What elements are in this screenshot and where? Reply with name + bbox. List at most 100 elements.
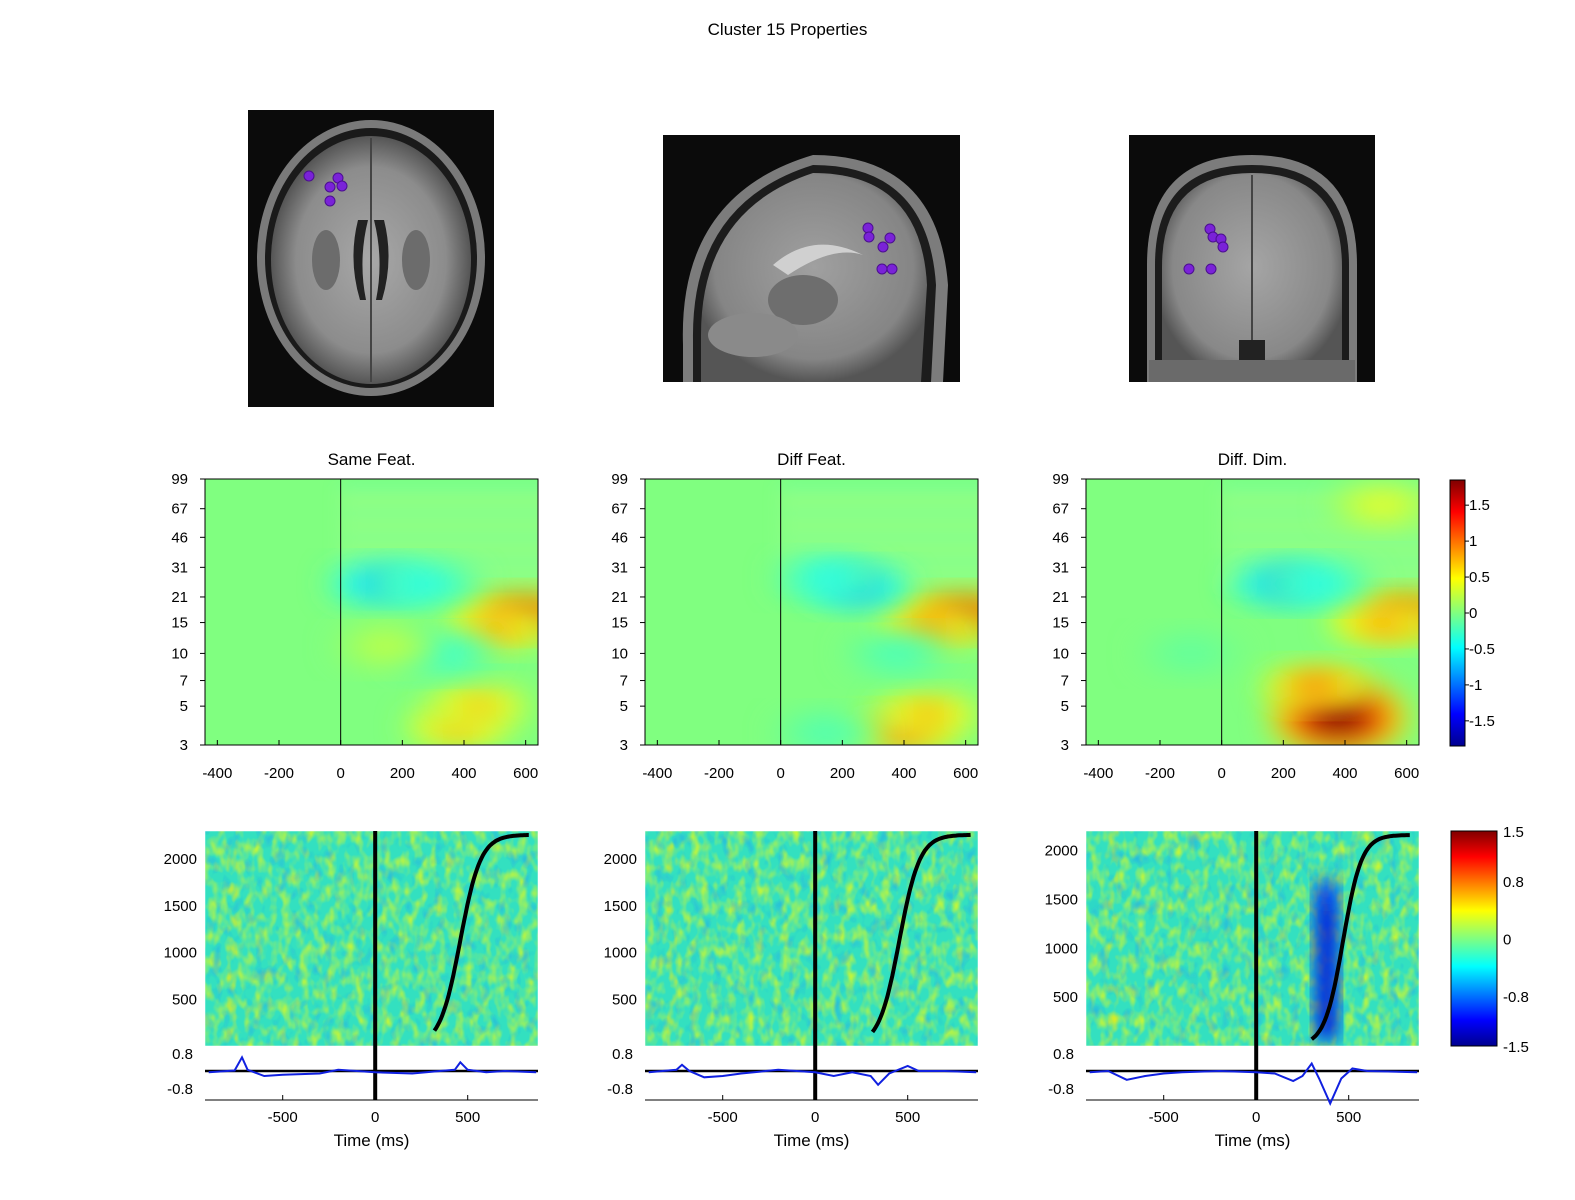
coronal-slice	[1147, 155, 1357, 382]
erp-image-heatmap	[1086, 831, 1419, 1046]
y-tick-label: 67	[171, 501, 188, 518]
ersp-blob	[771, 555, 882, 600]
axial-slice	[257, 120, 485, 396]
y-tick-label: 1500	[1045, 891, 1078, 908]
x-tick-label: 500	[1336, 1109, 1361, 1126]
y-tick-label: 7	[620, 673, 628, 690]
colorbar-tick-label: -0.8	[1503, 989, 1529, 1006]
ersp-blob	[1327, 483, 1419, 528]
x-tick-label: 200	[390, 765, 415, 782]
y-tick-label: 2000	[604, 851, 637, 868]
x-tick-label: 0	[1252, 1109, 1260, 1126]
y-tick-label: 500	[172, 991, 197, 1008]
ersp-panel-title: Same Feat.	[328, 450, 416, 469]
erp-image-band	[1314, 881, 1339, 1041]
erp-image-heatmap	[205, 831, 538, 1046]
y-tick-label: 46	[1052, 529, 1069, 546]
ersp-panel-title: Diff Feat.	[777, 450, 846, 469]
axial-brain-image	[248, 110, 494, 407]
erp-image-heatmap	[645, 831, 978, 1046]
x-tick-label: 500	[895, 1109, 920, 1126]
y-tick-label: 67	[611, 501, 628, 518]
erp-image-panels: 500 1000 1500 2000 0.8 -0.8 -500 0 500 Time (ms) 5…	[164, 830, 1420, 1150]
ersp-blob	[331, 624, 442, 669]
x-axis-label: Time (ms)	[334, 1131, 410, 1150]
ersp-blob	[842, 631, 953, 676]
colorbar-tick-label: -1	[1469, 677, 1482, 694]
x-tick-label: 0	[336, 765, 344, 782]
ersp-blob	[1135, 631, 1246, 676]
ersp-heatmap	[205, 479, 538, 745]
y-tick-label: 10	[171, 645, 188, 662]
ersp-axes-box	[1085, 478, 1420, 746]
sagittal-slice	[682, 155, 948, 382]
y-tick-label: 5	[620, 698, 628, 715]
y-tick-label: 7	[1061, 673, 1069, 690]
y-tick-label: 7	[180, 673, 188, 690]
erp-ytick-label: 0.8	[1053, 1046, 1074, 1063]
y-tick-label: 1000	[164, 945, 197, 962]
x-tick-label: 0	[776, 765, 784, 782]
ersp-colorbar	[1449, 479, 1466, 747]
y-tick-label: 1500	[604, 898, 637, 915]
coronal-brain-image	[1129, 135, 1375, 382]
erp-ytick-label: 0.8	[172, 1046, 193, 1063]
ersp-axes-box	[644, 478, 979, 746]
x-tick-label: 600	[1394, 765, 1419, 782]
dipole-markers	[862, 222, 898, 275]
colorbar-tick-label: -1.5	[1503, 1039, 1529, 1056]
ersp-blob	[1265, 561, 1376, 606]
y-tick-label: 1000	[604, 945, 637, 962]
x-tick-label: 600	[513, 765, 538, 782]
ersp-blob	[1327, 600, 1419, 645]
y-tick-label: 99	[1052, 471, 1069, 488]
y-tick-label: 15	[171, 615, 188, 632]
y-tick-label: 15	[611, 615, 628, 632]
x-tick-label: -400	[642, 765, 672, 782]
colorbar-tick-label: 0	[1469, 605, 1477, 622]
dipole-markers	[1183, 223, 1229, 275]
x-tick-label: 0	[1217, 765, 1225, 782]
x-axis-label: Time (ms)	[774, 1131, 850, 1150]
y-tick-label: 21	[171, 589, 188, 606]
erp-image-colorbar	[1450, 830, 1498, 1047]
ersp-axes-box	[204, 478, 539, 746]
y-tick-label: 500	[1053, 989, 1078, 1006]
colorbars: 1.5 1 0.5 0 -0.5 -1 -1.5 1.5 0.8 0 -0.8 -1.5	[1449, 479, 1529, 1056]
y-tick-label: 500	[612, 991, 637, 1008]
erp-trace	[1089, 1061, 1418, 1106]
erp-ytick-label: -0.8	[167, 1081, 193, 1098]
y-tick-label: 99	[611, 471, 628, 488]
ersp-blob	[1259, 664, 1370, 709]
dipole-markers	[303, 170, 348, 207]
x-tick-label: -200	[1145, 765, 1175, 782]
y-tick-label: 1500	[164, 898, 197, 915]
colorbar-tick-label: 0.5	[1469, 569, 1490, 586]
x-tick-label: -500	[1149, 1109, 1179, 1126]
y-tick-label: 1000	[1045, 940, 1078, 957]
y-tick-label: 5	[1061, 698, 1069, 715]
ersp-blob	[771, 711, 882, 745]
y-tick-label: 21	[1052, 589, 1069, 606]
erp-ytick-label: -0.8	[607, 1081, 633, 1098]
x-tick-label: 600	[953, 765, 978, 782]
x-tick-label: 400	[1332, 765, 1357, 782]
colorbar-tick-label: 1.5	[1503, 824, 1524, 841]
y-tick-label: 10	[1052, 645, 1069, 662]
ersp-heatmap	[645, 479, 978, 745]
y-tick-label: 3	[620, 737, 628, 754]
colorbar-tick-label: 0.8	[1503, 874, 1524, 891]
colorbar-tick-label: 0	[1503, 932, 1511, 949]
ersp-heatmap	[1086, 479, 1419, 745]
x-tick-label: 200	[1271, 765, 1296, 782]
x-tick-label: 0	[811, 1109, 819, 1126]
y-tick-label: 31	[171, 559, 188, 576]
x-tick-label: -400	[1083, 765, 1113, 782]
erp-trace	[648, 1063, 977, 1087]
erp-ytick-label: 0.8	[612, 1046, 633, 1063]
x-tick-label: 400	[451, 765, 476, 782]
x-tick-label: -200	[704, 765, 734, 782]
x-tick-label: 0	[371, 1109, 379, 1126]
ersp-blob	[372, 561, 482, 606]
